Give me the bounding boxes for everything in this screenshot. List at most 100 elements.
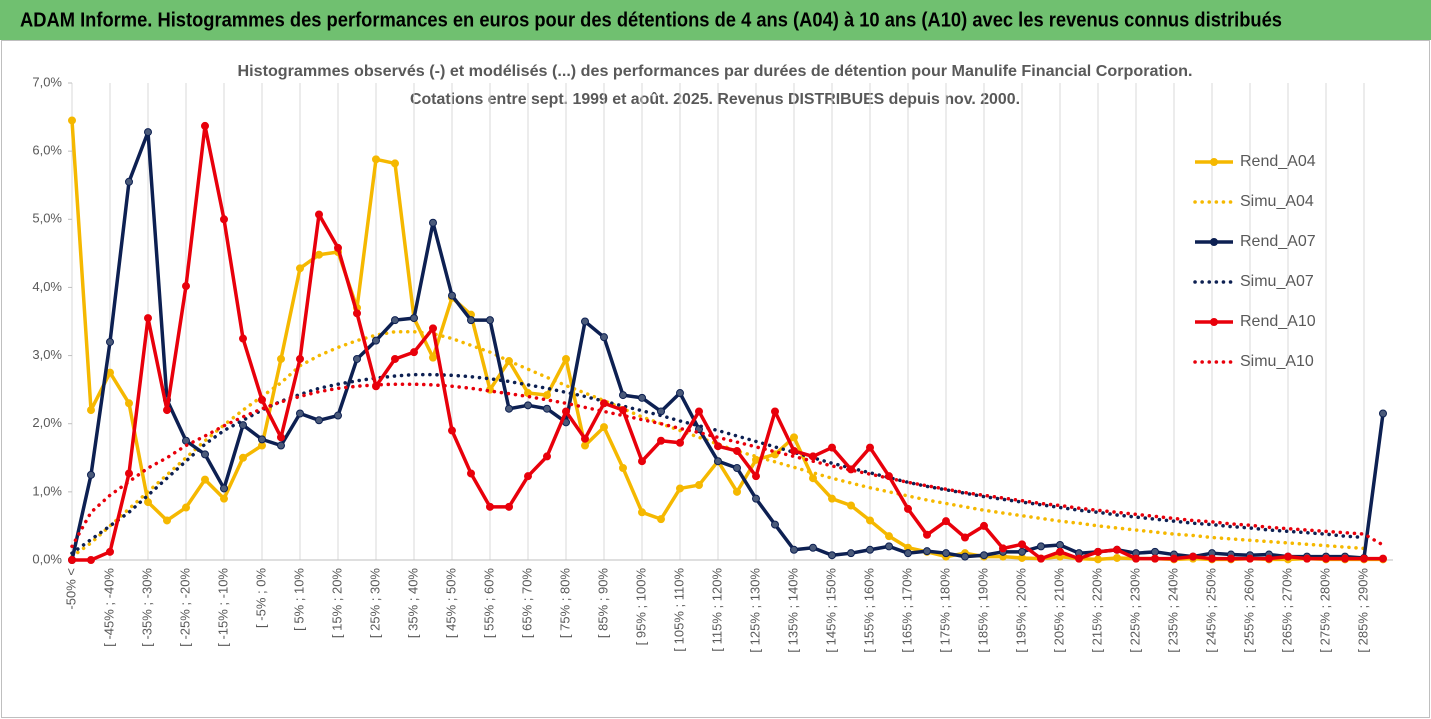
marker — [125, 399, 133, 408]
chart-frame — [1, 40, 1430, 718]
x-tick-label: [ 275% ; 280% — [1317, 568, 1332, 653]
marker — [1151, 554, 1159, 563]
marker — [1265, 554, 1273, 563]
x-tick-label: [ 155% ; 160% — [861, 568, 876, 653]
marker — [1303, 554, 1311, 563]
legend-label: Rend_A04 — [1240, 153, 1316, 170]
marker — [866, 443, 874, 452]
marker — [68, 556, 76, 564]
x-tick-label: [ 125% ; 130% — [747, 568, 762, 653]
marker — [163, 406, 171, 415]
marker — [391, 159, 399, 168]
marker — [619, 406, 627, 415]
marker — [885, 542, 893, 551]
x-tick-label: [ 175% ; 180% — [937, 568, 952, 653]
marker — [353, 309, 361, 318]
marker — [771, 407, 779, 416]
marker — [220, 484, 228, 493]
marker — [619, 464, 627, 473]
chart-title: Histogrammes observés (-) et modélisés (… — [238, 63, 1193, 80]
marker — [771, 520, 779, 529]
marker — [1018, 540, 1026, 549]
marker — [619, 391, 627, 400]
marker — [1170, 554, 1178, 563]
marker — [809, 543, 817, 552]
marker — [999, 544, 1007, 553]
marker — [486, 502, 494, 511]
marker — [315, 416, 323, 425]
y-tick-label: 3,0% — [32, 347, 62, 362]
x-tick-label: [ 235% ; 240% — [1165, 568, 1180, 653]
x-tick-label: [ 25% ; 30% — [367, 568, 382, 639]
marker — [372, 336, 380, 345]
marker — [1227, 554, 1235, 563]
marker — [752, 472, 760, 481]
x-tick-label: [ 5% ; 10% — [291, 568, 306, 631]
marker — [1113, 545, 1121, 554]
x-tick-label: [ 45% ; 50% — [443, 568, 458, 639]
chart-subtitle: Cotations entre sept. 1999 et août. 2025… — [410, 91, 1020, 108]
x-tick-label: [ 135% ; 140% — [785, 568, 800, 653]
marker — [600, 423, 608, 432]
x-tick-label: [ 105% ; 110% — [671, 568, 686, 652]
series-line — [70, 120, 1383, 562]
x-tick-label: [ 195% ; 200% — [1013, 568, 1028, 653]
legend-marker — [1210, 158, 1218, 166]
y-tick-label: 7,0% — [32, 74, 62, 89]
legend-label: Rend_A10 — [1240, 313, 1316, 330]
marker — [1113, 553, 1121, 562]
marker — [1094, 555, 1102, 564]
marker — [733, 464, 741, 473]
legend-label: Simu_A04 — [1240, 193, 1314, 210]
y-tick-label: 0,0% — [32, 551, 62, 566]
marker — [239, 334, 247, 343]
marker — [847, 501, 855, 510]
marker — [68, 116, 76, 125]
marker — [847, 549, 855, 558]
marker — [771, 450, 779, 459]
legend-label: Simu_A07 — [1240, 273, 1314, 290]
marker — [106, 547, 114, 556]
marker — [600, 399, 608, 408]
marker — [828, 551, 836, 560]
marker — [1075, 554, 1083, 563]
marker — [543, 404, 551, 413]
legend-marker — [1210, 238, 1218, 246]
marker — [258, 395, 266, 404]
marker — [239, 453, 247, 462]
x-tick-label: [ 245% ; 250% — [1203, 568, 1218, 653]
marker — [296, 354, 304, 363]
marker — [809, 474, 817, 483]
marker — [1094, 547, 1102, 556]
marker — [486, 316, 494, 325]
marker — [467, 469, 475, 478]
marker — [1189, 552, 1197, 561]
marker — [1037, 542, 1045, 551]
marker — [220, 494, 228, 503]
marker — [182, 436, 190, 445]
marker — [448, 426, 456, 435]
x-tick-label: [ -25% ; -20% — [177, 568, 192, 647]
series-line — [70, 130, 1385, 561]
marker — [980, 551, 988, 560]
marker — [334, 411, 342, 420]
marker — [1379, 554, 1387, 563]
marker — [524, 401, 532, 410]
marker — [505, 404, 513, 413]
marker — [961, 533, 969, 542]
marker — [695, 407, 703, 416]
marker — [1056, 547, 1064, 556]
x-tick-label: [ 115% ; 120% — [709, 568, 724, 652]
marker — [106, 337, 114, 346]
series-line — [72, 124, 1383, 562]
legend-marker — [1210, 318, 1218, 326]
marker — [144, 498, 152, 507]
header: ADAM Informe. Histogrammes des performan… — [20, 9, 1282, 31]
marker — [1379, 409, 1387, 418]
marker — [752, 494, 760, 503]
marker — [657, 436, 665, 445]
header-bar — [0, 0, 1431, 40]
x-tick-label: [ 205% ; 210% — [1051, 568, 1066, 653]
marker — [714, 457, 722, 466]
